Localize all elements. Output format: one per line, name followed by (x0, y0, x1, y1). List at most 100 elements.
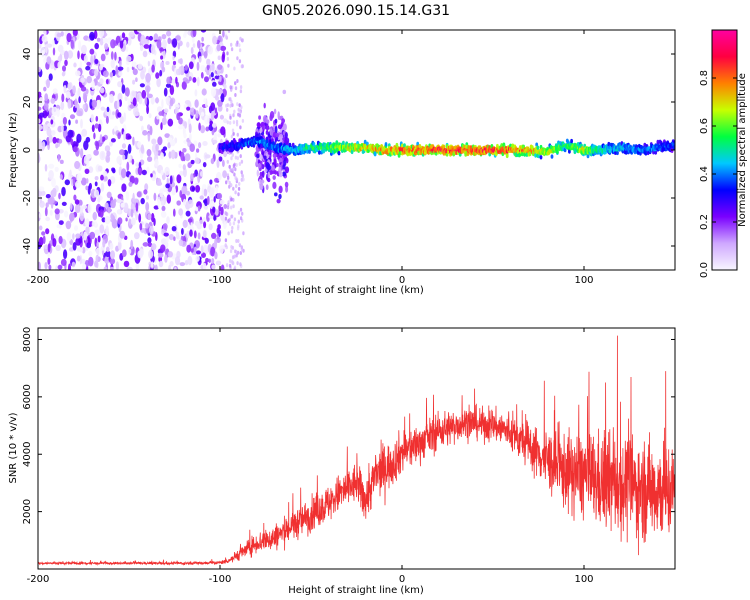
spectrogram-cell (175, 76, 178, 84)
spectrogram-cell (185, 79, 190, 84)
spectrogram-cell (205, 126, 210, 132)
spectrogram-cell (115, 65, 119, 75)
spectrogram-cell (234, 190, 237, 195)
spectrogram-cell (188, 61, 194, 70)
spectrogram-cell (123, 112, 126, 122)
spectrogram-cell (220, 206, 224, 216)
spectrogram-cell (178, 124, 184, 130)
spectrogram-cell (79, 211, 85, 222)
spectrogram-cell (69, 169, 72, 178)
spectrogram-cell (137, 250, 144, 259)
spectrogram-cell (160, 152, 164, 160)
spectrogram-cell (416, 141, 420, 147)
spectrogram-cell (186, 106, 191, 111)
spectrogram-cell (64, 59, 68, 67)
spectrogram-cell (149, 225, 154, 235)
spectrogram-cell (240, 64, 243, 69)
spectrogram-cell (106, 150, 111, 157)
spectrogram-cell (137, 166, 143, 176)
spectrogram-cell (43, 57, 48, 64)
spectrogram-cell (57, 44, 64, 53)
spectrogram-cell (52, 136, 57, 144)
spectrogram-cell (70, 39, 75, 50)
spectrogram-cell (143, 39, 150, 45)
spectrogram-cell (157, 198, 161, 209)
spectrogram-cell (256, 153, 260, 159)
spectrogram-cell (38, 261, 41, 270)
spectrogram-cell (182, 164, 186, 171)
spectrogram-cell (193, 109, 196, 115)
spectrogram-cell (73, 146, 78, 153)
spectrogram-cell (52, 187, 57, 198)
spectrogram-cell (145, 202, 150, 212)
spectrogram-cell (225, 74, 228, 78)
spectrogram-cell (189, 107, 196, 116)
spectrogram-cell (48, 264, 52, 270)
spectrogram-cell (192, 43, 196, 48)
spectrogram-cell (193, 140, 198, 147)
spectrogram-cell (200, 125, 206, 134)
spectrogram-cell (219, 199, 225, 205)
spectrogram-cell (162, 223, 168, 231)
spectrogram-cell (54, 208, 60, 215)
spectrogram-cell (179, 170, 184, 176)
spectrogram-cell (226, 51, 229, 56)
spectrogram-cell (91, 221, 95, 227)
spectrogram-cell (48, 134, 53, 143)
spectrogram-cell (174, 104, 180, 109)
spectrogram-cell (223, 204, 228, 209)
spectrogram-cell (210, 110, 215, 121)
spectrogram-cell (88, 250, 93, 257)
spectrogram-cell (282, 123, 287, 131)
spectrogram-cell (97, 99, 102, 108)
spectrogram-cell (206, 212, 210, 223)
spectrogram-cell (255, 133, 259, 138)
spectrogram-cell (95, 247, 102, 256)
spectrogram-cell (142, 130, 148, 136)
spectrogram-cell (94, 68, 99, 77)
spectrogram-cell (147, 213, 152, 221)
spectrogram-cell (130, 217, 136, 226)
spectrogram-cell (136, 191, 142, 198)
snr-x-tick-label: -100 (209, 574, 232, 585)
spectrogram-cell (215, 95, 220, 101)
colorbar-frame (711, 29, 738, 271)
spectrogram-cell (110, 51, 114, 60)
spectrogram-cell (255, 157, 259, 166)
spectrogram-cell (161, 66, 166, 73)
spectrogram-cell (84, 168, 90, 174)
spectrogram-cell (190, 47, 194, 55)
spectrogram-cell (198, 142, 202, 149)
spectrogram-cell (267, 177, 271, 183)
spectrogram-cell (174, 256, 181, 266)
spectrogram-cell (144, 96, 148, 106)
spectrogram-cell (55, 143, 59, 149)
spectrogram-cell (99, 78, 104, 85)
spectrogram-cell (146, 166, 150, 174)
spectrogram-cell (193, 246, 197, 256)
spectrogram-cell (109, 266, 114, 270)
spectrogram-cell (241, 118, 245, 123)
spectrogram-cell (203, 230, 207, 238)
spectrogram-cell (208, 214, 214, 219)
spectrogram-cell (190, 222, 194, 231)
spectrogram-cell (277, 154, 280, 160)
spectrogram-cell (121, 32, 126, 39)
spectrogram-cell (151, 64, 155, 73)
spectrogram-cell (166, 177, 169, 185)
spectrogram-cell (182, 148, 187, 153)
spectrogram-cell (51, 106, 58, 117)
spectrogram-cell (74, 180, 81, 189)
spectrogram-cell (113, 198, 117, 203)
spectrogram-cell (147, 156, 153, 163)
spectrogram-cell (38, 225, 43, 231)
snr-x-label: Height of straight line (km) (288, 585, 424, 596)
spectrogram-cell (335, 140, 339, 145)
spectrogram-cell (89, 99, 93, 109)
spectrogram-cell (284, 132, 288, 139)
snr-x-tick-label: -200 (27, 574, 50, 585)
spectrogram-cell (73, 194, 77, 201)
spectrogram-cell (57, 264, 63, 270)
spectrogram-cell (91, 80, 95, 91)
spectrogram-cell (272, 141, 275, 146)
